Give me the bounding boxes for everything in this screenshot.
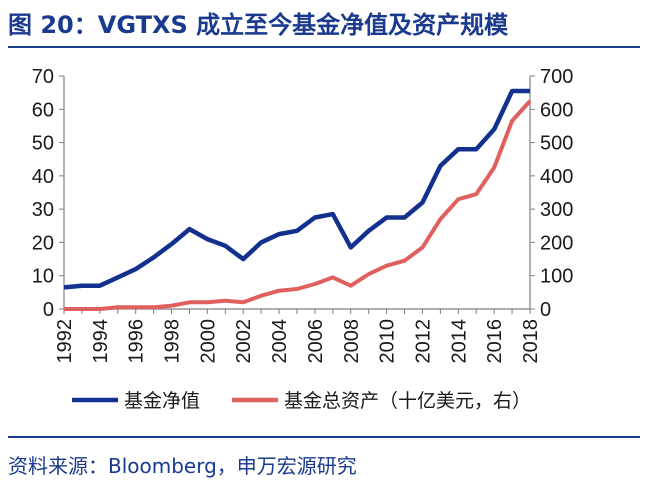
y-left-tick-label: 70 — [32, 66, 54, 88]
x-tick-label: 2016 — [484, 319, 506, 364]
y-left-tick-label: 30 — [32, 199, 54, 221]
y-right-tick-label: 300 — [540, 199, 573, 221]
y-right-tick-label: 600 — [540, 99, 573, 121]
axes: 0102030405060700100200300400500600700199… — [32, 66, 574, 364]
y-right-tick-label: 200 — [540, 232, 573, 254]
series-lines — [63, 88, 532, 311]
x-tick-label: 2002 — [233, 319, 255, 364]
x-tick-label: 2000 — [197, 319, 219, 364]
x-tick-label: 2010 — [377, 319, 399, 364]
legend-label-nav: 基金净值 — [124, 390, 200, 412]
nav-series-line — [63, 88, 530, 290]
x-tick-label: 1998 — [162, 319, 184, 364]
x-tick-label: 1996 — [126, 319, 148, 364]
x-tick-label: 2004 — [269, 319, 291, 364]
source-note: 资料来源：Bloomberg，申万宏源研究 — [8, 454, 357, 478]
x-tick-label: 1994 — [90, 319, 112, 364]
y-right-tick-label: 100 — [540, 266, 573, 288]
legend: 基金净值 基金总资产（十亿美元，右） — [72, 390, 531, 412]
y-right-tick-label: 0 — [540, 299, 551, 321]
total-assets-series-line — [64, 99, 532, 311]
legend-label-assets: 基金总资产（十亿美元，右） — [284, 390, 531, 412]
y-left-tick-label: 0 — [43, 299, 54, 321]
y-right-tick-label: 400 — [540, 166, 573, 188]
x-tick-label: 1992 — [54, 319, 76, 364]
footer-divider — [8, 436, 640, 438]
x-tick-label: 2008 — [341, 319, 363, 364]
title-divider — [8, 46, 640, 48]
page-title: 图 20：VGTXS 成立至今基金净值及资产规模 — [8, 11, 509, 39]
x-tick-label: 2012 — [412, 319, 434, 364]
x-tick-label: 2018 — [520, 319, 542, 364]
y-left-tick-label: 20 — [32, 232, 54, 254]
y-right-tick-label: 700 — [540, 66, 573, 88]
x-tick-label: 2006 — [305, 319, 327, 364]
x-tick-label: 2014 — [448, 319, 470, 364]
y-right-tick-label: 500 — [540, 133, 573, 155]
y-left-tick-label: 50 — [32, 133, 54, 155]
y-left-tick-label: 10 — [32, 266, 54, 288]
y-left-tick-label: 60 — [32, 99, 54, 121]
y-left-tick-label: 40 — [32, 166, 54, 188]
